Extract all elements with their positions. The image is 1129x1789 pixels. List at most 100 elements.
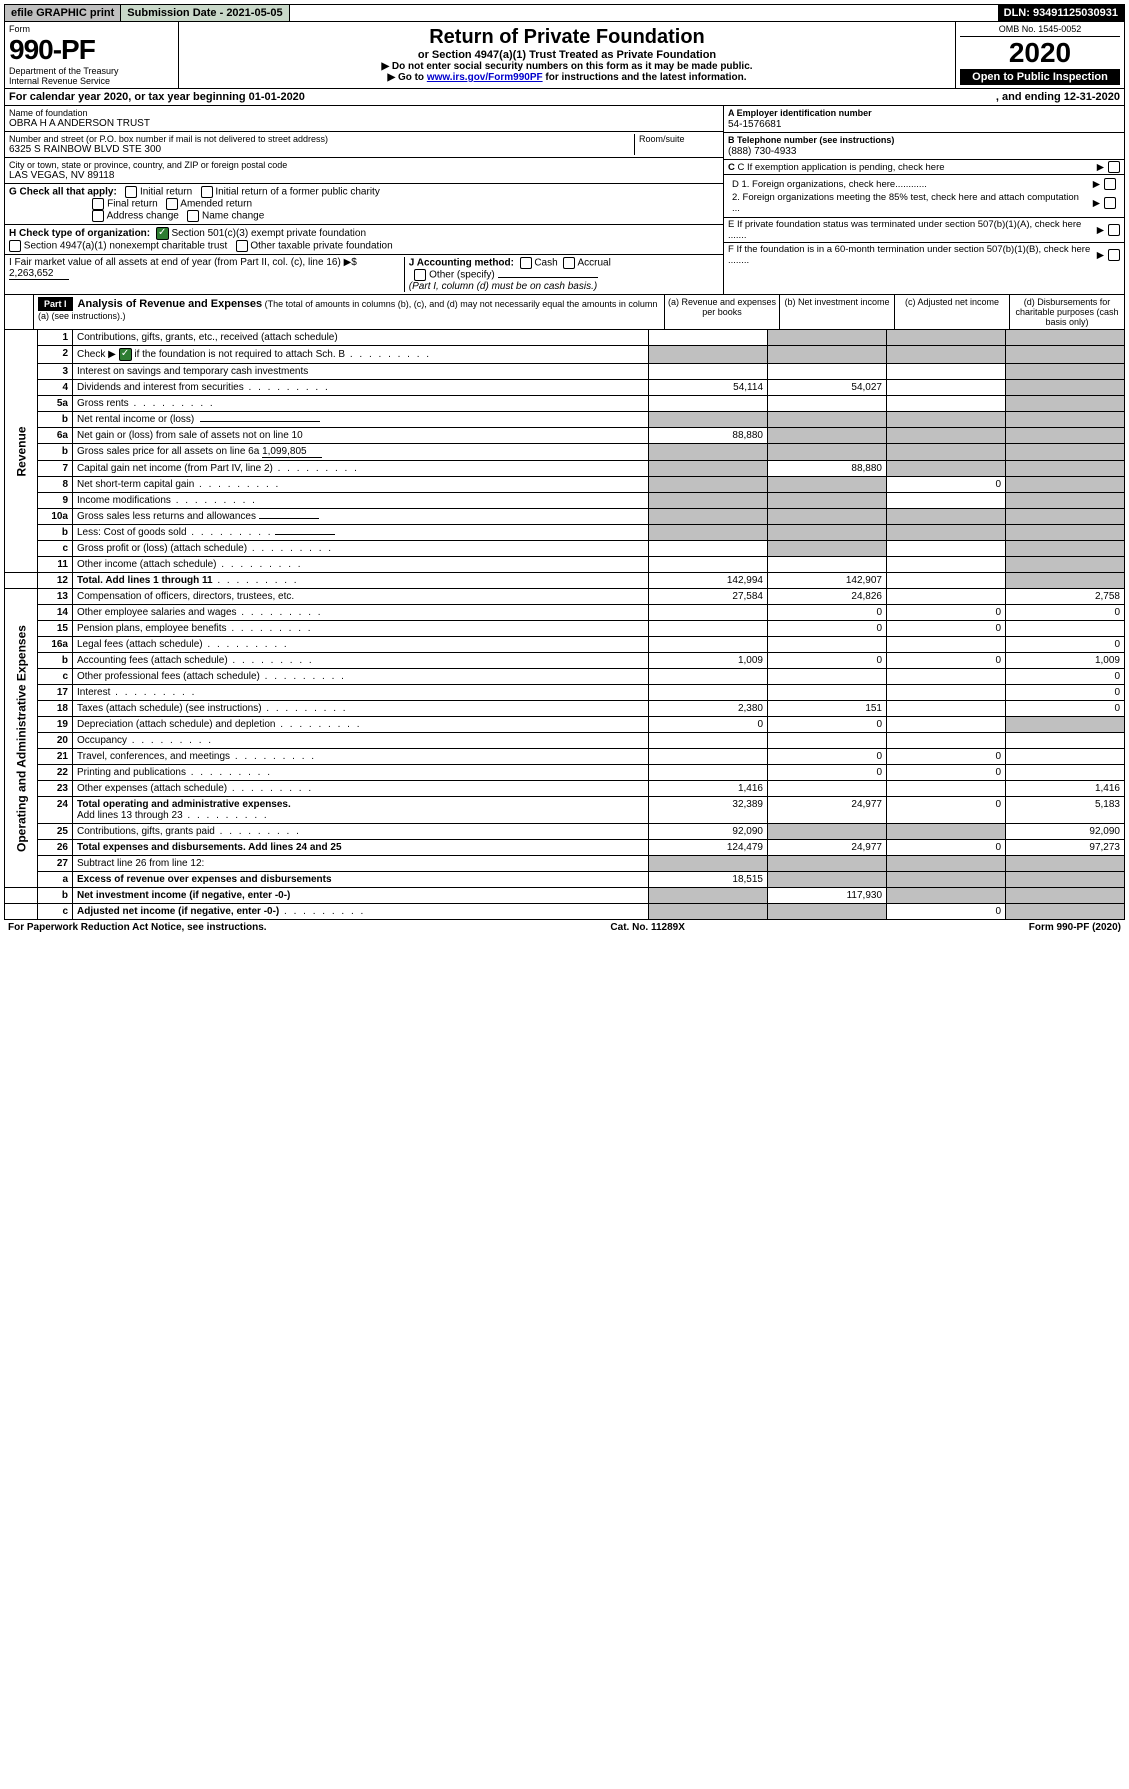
ein-label: A Employer identification number [728, 108, 872, 118]
page-footer: For Paperwork Reduction Act Notice, see … [4, 920, 1125, 935]
irs-link[interactable]: www.irs.gov/Form990PF [427, 72, 543, 83]
room-label: Room/suite [639, 134, 719, 144]
c-label: C C If exemption application is pending,… [728, 162, 1093, 173]
identity-block: Name of foundation OBRA H A ANDERSON TRU… [4, 106, 1125, 295]
j-note: (Part I, column (d) must be on cash basi… [409, 281, 597, 292]
table-row: 20Occupancy [5, 733, 1125, 749]
irs-label: Internal Revenue Service [9, 76, 174, 86]
f-label: F If the foundation is in a 60-month ter… [728, 244, 1093, 266]
table-row: 7Capital gain net income (from Part IV, … [5, 461, 1125, 477]
revenue-label: Revenue [5, 330, 38, 573]
part1-tag: Part I [38, 297, 73, 311]
table-row: 9Income modifications [5, 493, 1125, 509]
tax-year: 2020 [960, 37, 1120, 69]
chk-4947[interactable] [9, 240, 21, 252]
table-row: 10aGross sales less returns and allowanc… [5, 509, 1125, 525]
chk-d1[interactable] [1104, 178, 1116, 190]
table-row: aExcess of revenue over expenses and dis… [5, 872, 1125, 888]
table-row: 15Pension plans, employee benefits00 [5, 621, 1125, 637]
oae-label: Operating and Administrative Expenses [5, 589, 38, 888]
table-row: bGross sales price for all assets on lin… [5, 444, 1125, 461]
ssn-warning: ▶ Do not enter social security numbers o… [183, 61, 951, 72]
chk-e[interactable] [1108, 224, 1120, 236]
table-row: cAdjusted net income (if negative, enter… [5, 904, 1125, 920]
form-number: 990-PF [9, 34, 174, 66]
omb-no: OMB No. 1545-0052 [960, 24, 1120, 37]
table-row: bNet rental income or (loss) [5, 412, 1125, 428]
table-row: 2Check ▶ if the foundation is not requir… [5, 346, 1125, 364]
subtitle: or Section 4947(a)(1) Trust Treated as P… [183, 49, 951, 61]
table-row: 17Interest0 [5, 685, 1125, 701]
table-row: bLess: Cost of goods sold [5, 525, 1125, 541]
table-row: 3Interest on savings and temporary cash … [5, 364, 1125, 380]
chk-other-method[interactable] [414, 269, 426, 281]
table-row: 21Travel, conferences, and meetings00 [5, 749, 1125, 765]
j-label: J Accounting method: [409, 258, 514, 269]
cat-no: Cat. No. 11289X [610, 922, 684, 933]
form-ref: Form 990-PF (2020) [1029, 922, 1121, 933]
chk-f[interactable] [1108, 249, 1120, 261]
table-row: cGross profit or (loss) (attach schedule… [5, 541, 1125, 557]
col-d: (d) Disbursements for charitable purpose… [1009, 295, 1124, 329]
table-row: 4Dividends and interest from securities5… [5, 380, 1125, 396]
tel-label: B Telephone number (see instructions) [728, 135, 894, 145]
table-row: 14Other employee salaries and wages000 [5, 605, 1125, 621]
chk-c[interactable] [1108, 161, 1120, 173]
col-a: (a) Revenue and expenses per books [664, 295, 779, 329]
table-row: 18Taxes (attach schedule) (see instructi… [5, 701, 1125, 717]
table-row: 5aGross rents [5, 396, 1125, 412]
part1-header: Part I Analysis of Revenue and Expenses … [4, 295, 1125, 330]
dept-treasury: Department of the Treasury [9, 66, 174, 76]
table-row: 8Net short-term capital gain0 [5, 477, 1125, 493]
table-row: 26Total expenses and disbursements. Add … [5, 840, 1125, 856]
foundation-name: OBRA H A ANDERSON TRUST [9, 118, 719, 129]
table-row: bAccounting fees (attach schedule)1,0090… [5, 653, 1125, 669]
table-row: 16aLegal fees (attach schedule)0 [5, 637, 1125, 653]
open-inspection: Open to Public Inspection [960, 69, 1120, 85]
table-row: 19Depreciation (attach schedule) and dep… [5, 717, 1125, 733]
dln: DLN: 93491125030931 [998, 5, 1124, 21]
chk-final[interactable] [92, 198, 104, 210]
chk-initial-former[interactable] [201, 186, 213, 198]
g-label: G Check all that apply: [9, 187, 117, 198]
chk-501c3[interactable] [156, 227, 169, 240]
d1-label: D 1. Foreign organizations, check here..… [732, 179, 1089, 190]
telephone: (888) 730-4933 [728, 146, 1120, 157]
d2-label: 2. Foreign organizations meeting the 85%… [732, 192, 1089, 214]
table-row: Revenue 1Contributions, gifts, grants, e… [5, 330, 1125, 346]
table-row: Operating and Administrative Expenses 13… [5, 589, 1125, 605]
chk-amended[interactable] [166, 198, 178, 210]
chk-schb[interactable] [119, 348, 132, 361]
city-state-zip: LAS VEGAS, NV 89118 [9, 170, 719, 181]
calendar-year-row: For calendar year 2020, or tax year begi… [4, 89, 1125, 106]
pra-notice: For Paperwork Reduction Act Notice, see … [8, 922, 267, 933]
efile-btn[interactable]: efile GRAPHIC print [5, 5, 121, 21]
table-row: bNet investment income (if negative, ent… [5, 888, 1125, 904]
ein: 54-1576681 [728, 119, 1120, 130]
chk-other-tax[interactable] [236, 240, 248, 252]
table-row: 27Subtract line 26 from line 12: [5, 856, 1125, 872]
part1-table: Revenue 1Contributions, gifts, grants, e… [4, 330, 1125, 920]
chk-name[interactable] [187, 210, 199, 222]
table-row: cOther professional fees (attach schedul… [5, 669, 1125, 685]
table-row: 12Total. Add lines 1 through 11142,99414… [5, 573, 1125, 589]
table-row: 6aNet gain or (loss) from sale of assets… [5, 428, 1125, 444]
goto-line: ▶ Go to www.irs.gov/Form990PF for instru… [183, 72, 951, 83]
chk-d2[interactable] [1104, 197, 1116, 209]
chk-accrual[interactable] [563, 257, 575, 269]
submission-date: Submission Date - 2021-05-05 [121, 5, 289, 21]
chk-initial[interactable] [125, 186, 137, 198]
page-title: Return of Private Foundation [183, 26, 951, 49]
col-c: (c) Adjusted net income [894, 295, 1009, 329]
i-label: I Fair market value of all assets at end… [9, 257, 357, 268]
addr-label: Number and street (or P.O. box number if… [9, 134, 634, 144]
fmv-value: 2,263,652 [9, 268, 69, 280]
e-label: E If private foundation status was termi… [728, 219, 1093, 241]
chk-address[interactable] [92, 210, 104, 222]
table-row: 24Total operating and administrative exp… [5, 797, 1125, 824]
form-label: Form [9, 24, 174, 34]
chk-cash[interactable] [520, 257, 532, 269]
h-label: H Check type of organization: [9, 228, 150, 239]
table-row: 23Other expenses (attach schedule)1,4161… [5, 781, 1125, 797]
table-row: 11Other income (attach schedule) [5, 557, 1125, 573]
